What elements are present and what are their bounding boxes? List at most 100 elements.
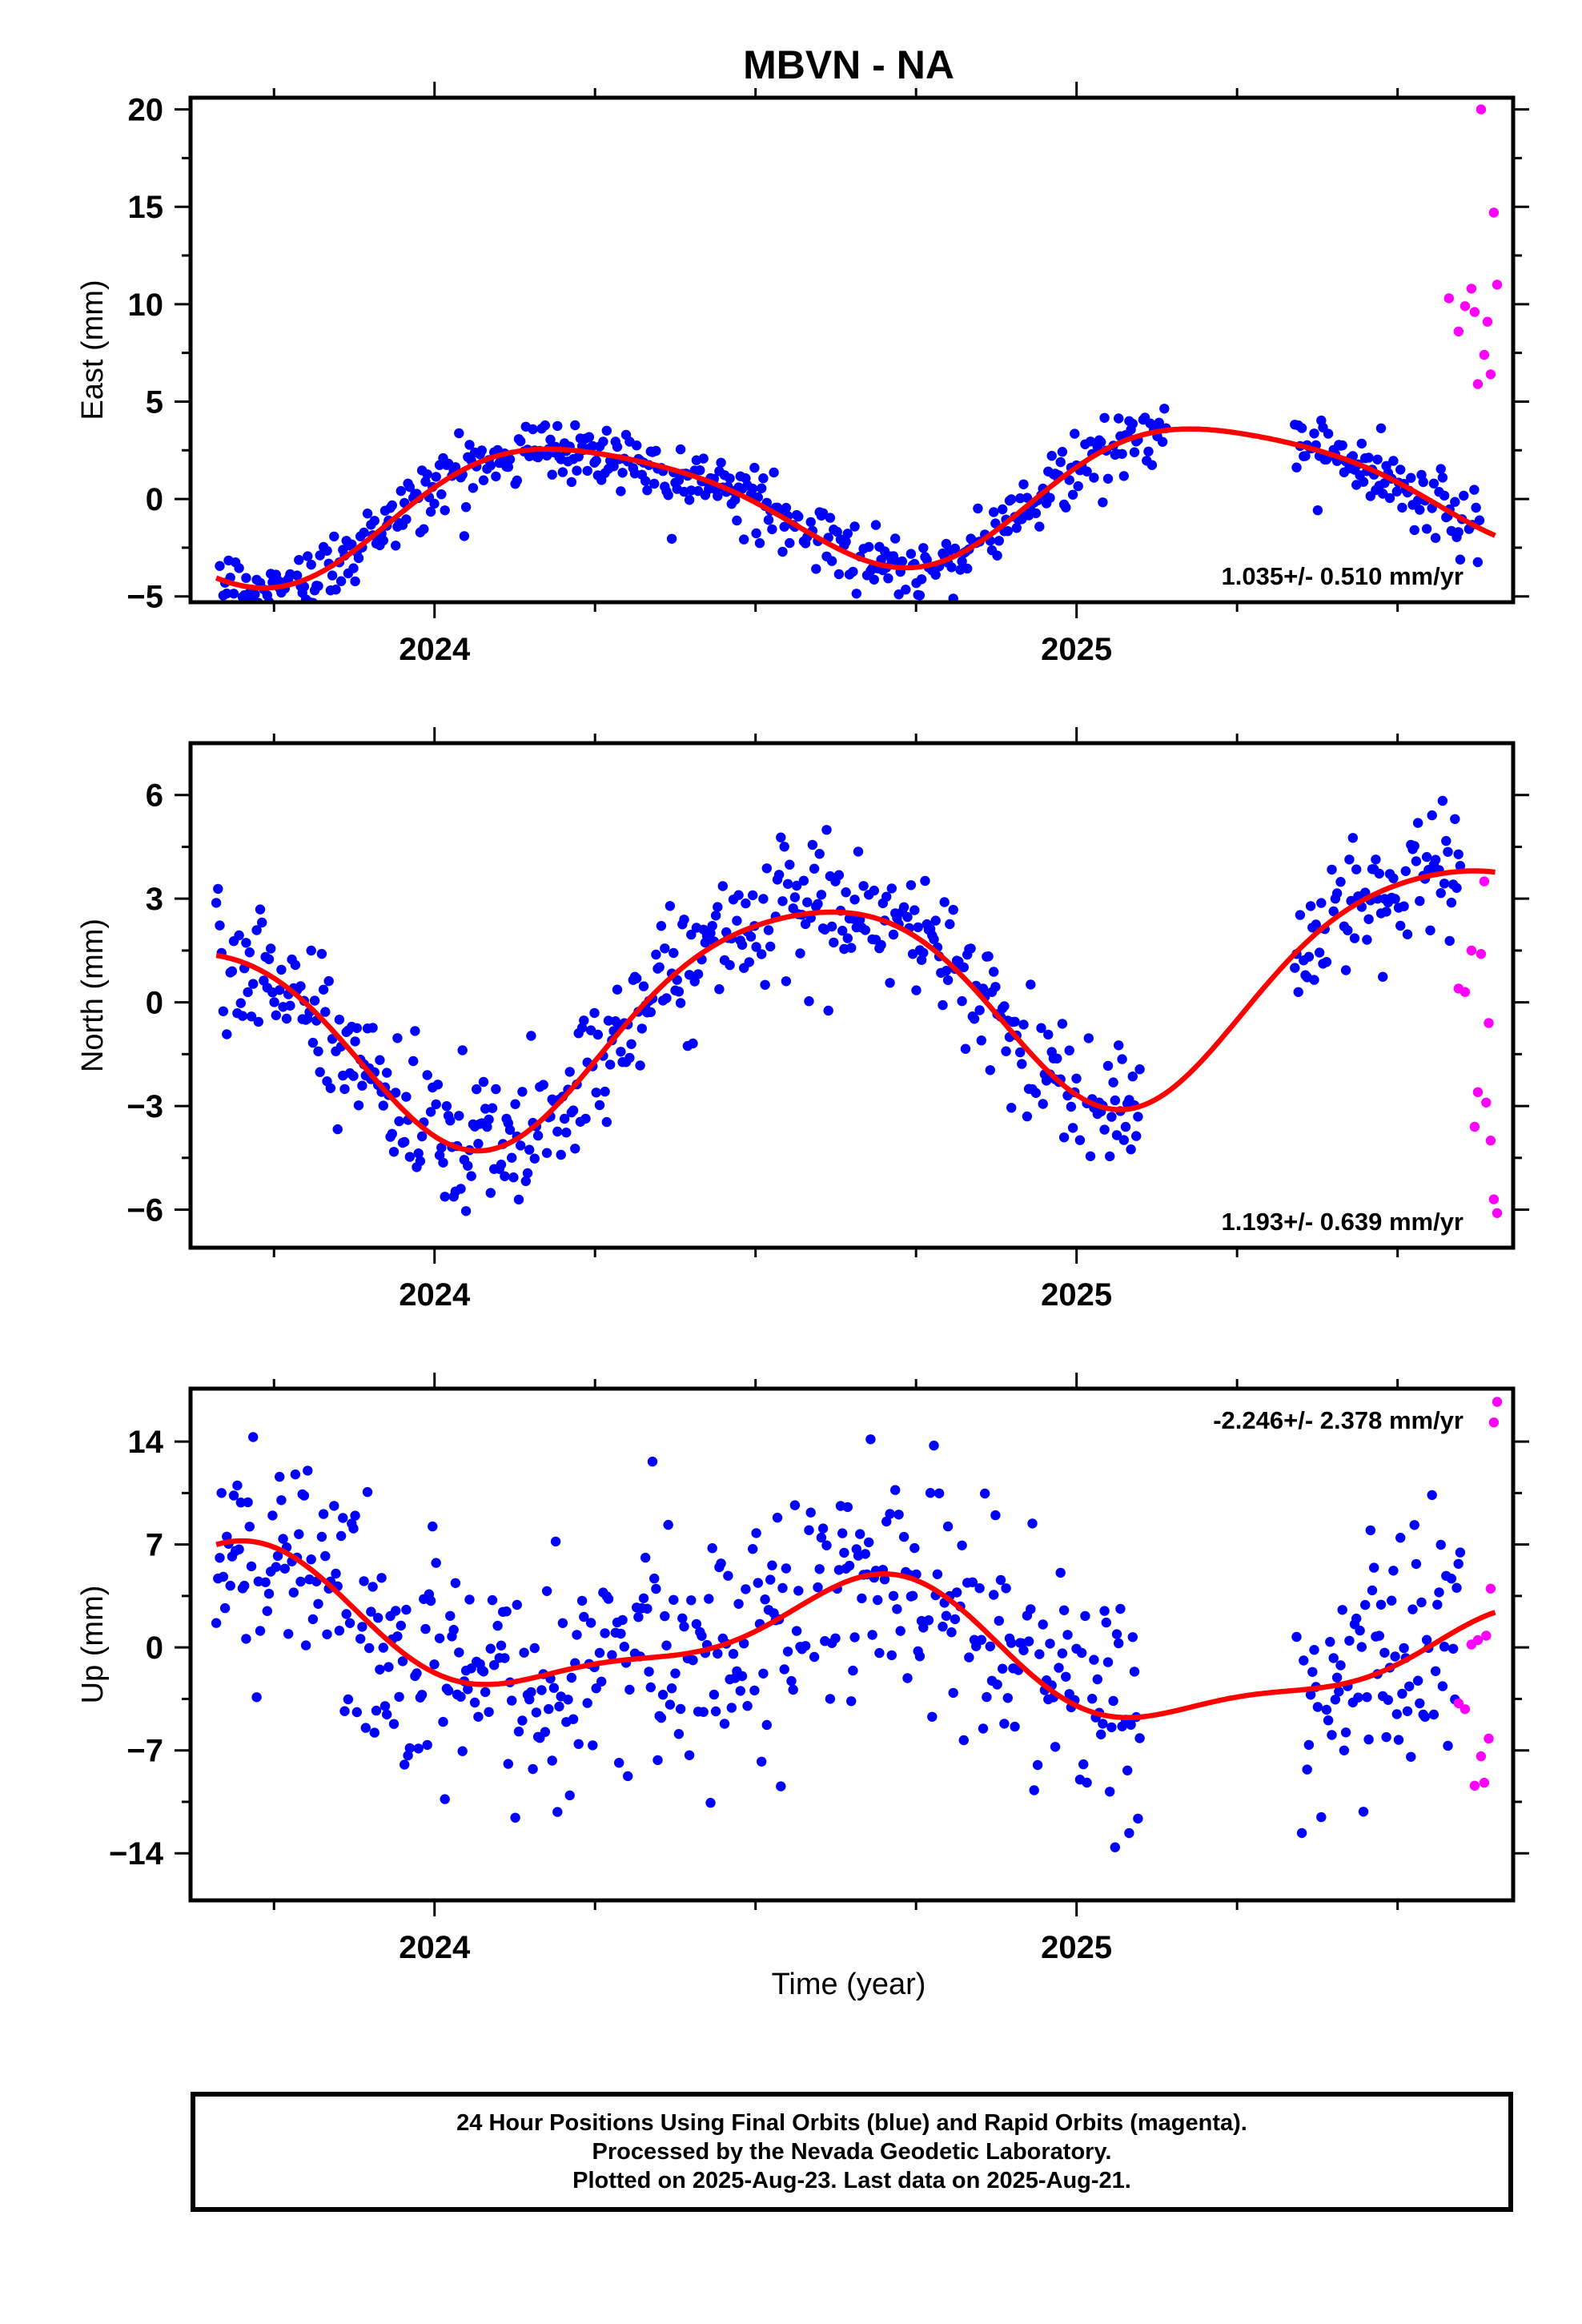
data-point [1415, 505, 1425, 515]
data-point [294, 1529, 304, 1539]
rapid-point [1492, 1208, 1503, 1219]
data-point [897, 556, 908, 567]
data-point [725, 959, 735, 971]
data-point [288, 1587, 299, 1598]
data-point [1474, 515, 1485, 525]
data-point [436, 1142, 447, 1153]
data-point [1133, 1112, 1143, 1122]
data-point [329, 531, 339, 542]
data-point [1443, 846, 1453, 858]
data-point [457, 1045, 468, 1055]
data-point [294, 555, 304, 565]
data-point [243, 1497, 253, 1508]
data-point [1096, 436, 1106, 448]
data-point [1114, 413, 1124, 424]
data-point [589, 1007, 600, 1019]
data-point [362, 1486, 373, 1498]
data-point [244, 1522, 255, 1532]
rapid-point [1479, 876, 1490, 887]
data-point [520, 1176, 531, 1187]
data-point [958, 1735, 970, 1746]
rapid-point [1453, 326, 1464, 337]
data-point [927, 1711, 938, 1722]
data-point [1017, 1059, 1027, 1069]
data-point [445, 1610, 456, 1622]
data-point [1085, 436, 1096, 447]
data-point [440, 1794, 450, 1804]
data-point [870, 520, 881, 530]
data-point [507, 1152, 517, 1163]
data-point [925, 1488, 936, 1498]
data-point [1102, 1060, 1114, 1072]
data-point [885, 978, 895, 988]
data-point [500, 1653, 510, 1663]
data-point [353, 553, 364, 564]
data-point [978, 983, 989, 994]
data-point [594, 1100, 605, 1111]
data-point [1340, 965, 1351, 975]
data-point [1101, 1617, 1112, 1628]
data-point [748, 890, 758, 901]
data-point [635, 1060, 645, 1071]
data-point [839, 1547, 849, 1558]
data-point [669, 947, 679, 959]
data-point [973, 503, 983, 514]
data-point [1378, 971, 1388, 982]
data-point [1038, 1619, 1048, 1630]
data-point [585, 1618, 596, 1628]
data-point [309, 995, 320, 1006]
data-point [378, 1642, 388, 1653]
data-point [945, 919, 955, 930]
data-point [998, 1663, 1008, 1674]
data-point [306, 945, 316, 956]
data-point [1444, 935, 1455, 947]
data-point [1344, 1635, 1355, 1646]
data-point [516, 436, 526, 447]
data-point [1381, 907, 1391, 917]
data-point [335, 1530, 347, 1542]
data-point [244, 947, 255, 958]
data-point [1114, 1040, 1124, 1051]
data-point [813, 1582, 823, 1593]
data-point [1374, 1630, 1385, 1641]
data-point [540, 1727, 551, 1737]
x-tick-label: 2025 [1041, 632, 1112, 667]
data-point [892, 1604, 902, 1614]
data-point [513, 1727, 524, 1737]
data-point [1061, 1671, 1071, 1682]
data-point [995, 1574, 1006, 1586]
data-point [422, 1739, 432, 1751]
data-point [513, 1194, 524, 1205]
data-point [507, 1695, 517, 1706]
data-point [779, 521, 789, 532]
data-point [464, 440, 475, 450]
data-point [633, 1612, 644, 1622]
data-point [306, 1554, 316, 1565]
data-point [1032, 1759, 1043, 1771]
data-point [359, 1576, 369, 1586]
data-point [1409, 841, 1419, 851]
data-point [413, 1743, 424, 1754]
data-point [605, 1059, 616, 1070]
data-point [1375, 423, 1387, 433]
data-point [1402, 1706, 1413, 1716]
data-point [1435, 1539, 1446, 1550]
data-point [640, 1552, 651, 1563]
data-point [412, 1668, 422, 1679]
data-point [911, 985, 921, 995]
data-point [429, 1659, 440, 1670]
data-point [275, 1471, 285, 1482]
data-point [1057, 1648, 1068, 1659]
data-point [930, 569, 941, 580]
rapid-point [1488, 207, 1500, 218]
data-point [989, 967, 999, 977]
up-x-axis: 2024 2025 [272, 1373, 1399, 1965]
data-point [651, 1583, 661, 1594]
data-point [420, 1623, 431, 1634]
rapid-point [1488, 1417, 1500, 1428]
data-point [563, 1695, 573, 1705]
data-point [833, 870, 845, 880]
data-point [410, 1026, 420, 1036]
data-point [431, 1099, 441, 1110]
